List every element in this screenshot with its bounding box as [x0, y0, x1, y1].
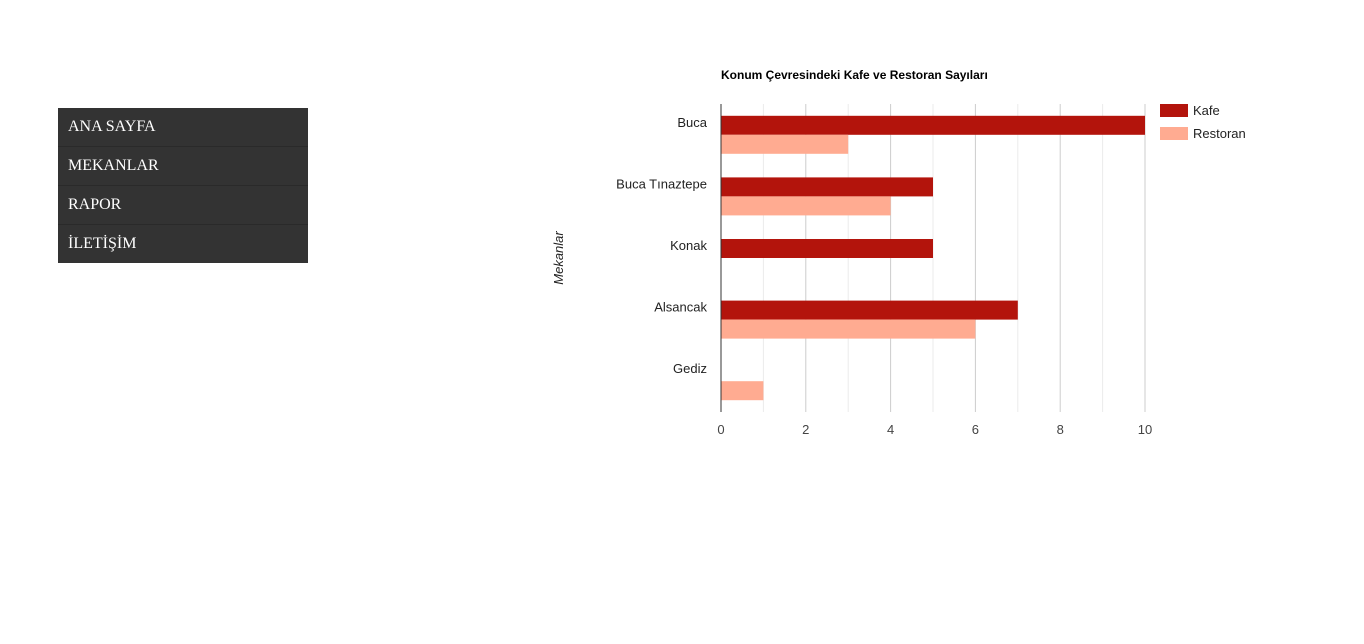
category-label: Gediz	[673, 361, 707, 376]
bar-kafe-4	[721, 300, 1018, 320]
x-tick-labels: 0 2 4 6 8 10	[717, 422, 1152, 437]
bar-restoran-5	[721, 381, 764, 401]
category-label: Buca Tınaztepe	[616, 176, 707, 191]
nav-item-iletisim[interactable]: İLETİŞİM	[68, 235, 137, 252]
nav-item-ana-sayfa[interactable]: ANA SAYFA	[58, 108, 308, 147]
x-tick-label: 10	[1138, 422, 1152, 437]
bar-kafe-1	[721, 115, 1145, 135]
legend-label-kafe: Kafe	[1193, 103, 1220, 118]
legend-swatch-kafe	[1160, 104, 1188, 117]
nav-item-rapor[interactable]: RAPOR	[58, 186, 308, 225]
bar-restoran-1	[721, 134, 849, 154]
category-label: Konak	[670, 238, 707, 253]
legend-swatch-restoran	[1160, 127, 1188, 140]
category-labels: Buca Buca Tınaztepe Konak Alsancak Gediz	[616, 115, 708, 376]
category-label: Alsancak	[654, 300, 707, 315]
nav-item-mekanlar[interactable]: MEKANLAR	[58, 147, 308, 186]
bars	[721, 115, 1145, 401]
y-axis-title: Mekanlar	[551, 231, 566, 285]
bar-kafe-3	[721, 239, 933, 258]
x-tick-label: 4	[887, 422, 894, 437]
bar-restoran-2	[721, 196, 891, 216]
x-tick-label: 2	[802, 422, 809, 437]
bar-kafe-2	[721, 177, 933, 197]
x-tick-label: 6	[972, 422, 979, 437]
category-label: Buca	[677, 115, 707, 130]
legend: Kafe Restoran	[1160, 103, 1246, 141]
legend-label-restoran: Restoran	[1193, 126, 1246, 141]
bar-restoran-4	[721, 319, 976, 339]
x-tick-label: 0	[717, 422, 724, 437]
main-nav: ANA SAYFA MEKANLAR RAPOR İLETİŞİM	[58, 108, 308, 263]
x-tick-label: 8	[1057, 422, 1064, 437]
chart-title: Konum Çevresindeki Kafe ve Restoran Sayı…	[721, 68, 988, 82]
